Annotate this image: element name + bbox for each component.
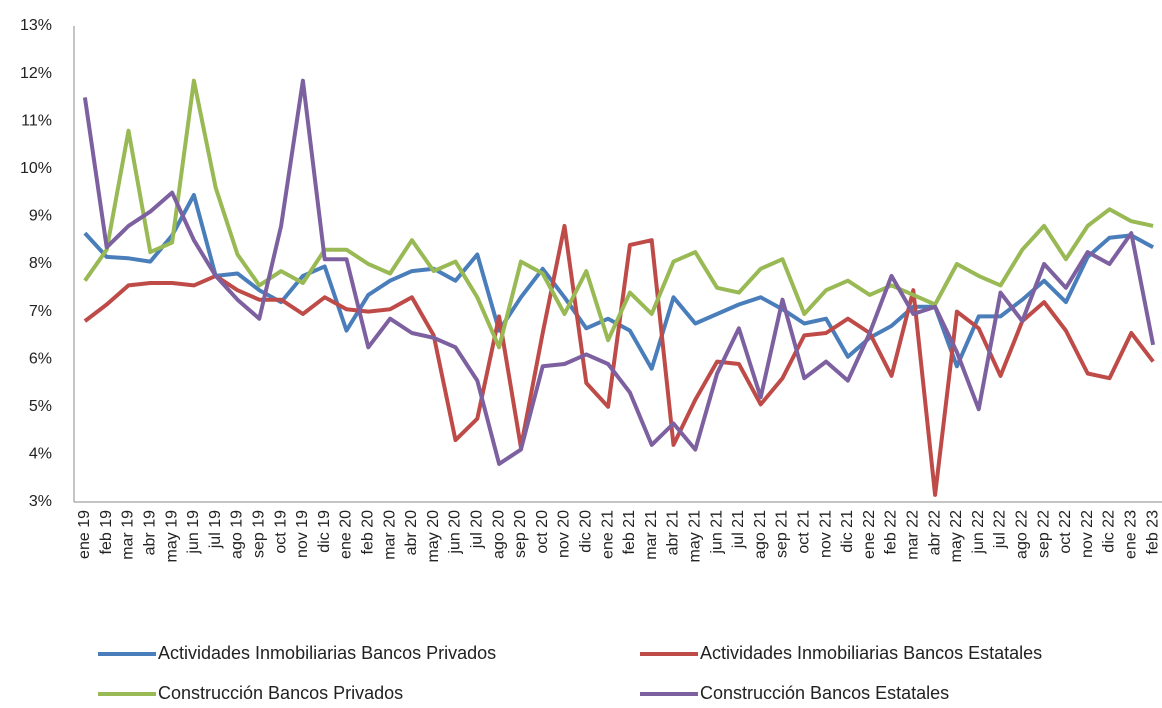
x-tick-label: sep 20 bbox=[512, 510, 529, 558]
x-tick-label: ago 19 bbox=[229, 510, 246, 559]
y-tick-label: 10% bbox=[20, 160, 52, 177]
y-tick-label: 11% bbox=[21, 112, 52, 129]
x-tick-label: mar 19 bbox=[120, 510, 137, 560]
x-tick-label: oct 20 bbox=[534, 510, 551, 554]
x-tick-label: abr 22 bbox=[926, 510, 943, 555]
x-tick-label: ago 20 bbox=[490, 510, 507, 559]
x-tick-label: mar 20 bbox=[381, 510, 398, 560]
x-tick-label: jul 19 bbox=[207, 510, 224, 549]
x-tick-label: ene 23 bbox=[1123, 510, 1140, 559]
x-tick-label: nov 20 bbox=[556, 510, 573, 558]
x-tick-label: mar 21 bbox=[643, 510, 660, 560]
x-tick-label: ene 21 bbox=[599, 510, 616, 559]
legend-label: Construcción Bancos Estatales bbox=[700, 683, 949, 703]
x-tick-label: may 22 bbox=[948, 510, 965, 563]
x-tick-label: feb 23 bbox=[1144, 510, 1161, 555]
series-line bbox=[82, 78, 1156, 466]
legend-label: Construcción Bancos Privados bbox=[158, 683, 403, 703]
x-tick-label: ago 21 bbox=[752, 510, 769, 559]
x-tick-label: sep 22 bbox=[1035, 510, 1052, 558]
y-tick-label: 7% bbox=[29, 303, 52, 320]
x-tick-label: sep 21 bbox=[774, 510, 791, 558]
x-tick-label: mar 22 bbox=[905, 510, 922, 560]
x-tick-label: sep 19 bbox=[251, 510, 268, 558]
x-tick-label: ene 19 bbox=[76, 510, 93, 559]
x-tick-label: nov 22 bbox=[1079, 510, 1096, 558]
x-tick-label: ene 22 bbox=[861, 510, 878, 559]
x-tick-label: may 21 bbox=[687, 510, 704, 563]
legend-label: Actividades Inmobiliarias Bancos Estatal… bbox=[700, 643, 1042, 663]
x-tick-label: jun 20 bbox=[447, 510, 464, 555]
x-tick-label: abr 21 bbox=[665, 510, 682, 555]
y-tick-label: 6% bbox=[29, 350, 52, 367]
x-tick-label: dic 21 bbox=[839, 510, 856, 553]
x-tick-label: nov 19 bbox=[294, 510, 311, 558]
x-tick-label: dic 19 bbox=[316, 510, 333, 553]
y-tick-label: 5% bbox=[29, 398, 52, 415]
legend-label: Actividades Inmobiliarias Bancos Privado… bbox=[158, 643, 496, 663]
y-tick-label: 9% bbox=[29, 208, 52, 225]
x-tick-label: jun 19 bbox=[185, 510, 202, 555]
x-tick-label: dic 22 bbox=[1101, 510, 1118, 553]
x-tick-label: feb 19 bbox=[98, 510, 115, 555]
series-line bbox=[83, 78, 1154, 350]
x-tick-label: may 20 bbox=[425, 510, 442, 563]
x-tick-label: jun 22 bbox=[970, 510, 987, 555]
x-tick-label: feb 21 bbox=[621, 510, 638, 555]
y-tick-label: 8% bbox=[29, 255, 52, 272]
x-tick-label: ene 20 bbox=[338, 510, 355, 559]
y-tick-label: 4% bbox=[29, 446, 52, 463]
x-tick-label: oct 21 bbox=[796, 510, 813, 554]
y-tick-label: 3% bbox=[29, 493, 52, 510]
y-tick-label: 13% bbox=[20, 17, 52, 34]
x-tick-label: jun 21 bbox=[708, 510, 725, 555]
x-tick-label: nov 21 bbox=[817, 510, 834, 558]
x-tick-label: jul 20 bbox=[469, 510, 486, 549]
x-tick-label: jul 22 bbox=[992, 510, 1009, 549]
x-tick-label: oct 19 bbox=[272, 510, 289, 554]
x-tick-label: dic 20 bbox=[578, 510, 595, 553]
x-tick-label: oct 22 bbox=[1057, 510, 1074, 554]
x-tick-label: ago 22 bbox=[1014, 510, 1031, 559]
y-tick-label: 12% bbox=[20, 65, 52, 82]
x-tick-label: jul 21 bbox=[730, 510, 747, 549]
x-tick-label: may 19 bbox=[163, 510, 180, 563]
x-tick-label: feb 20 bbox=[360, 510, 377, 555]
x-tick-label: abr 19 bbox=[142, 510, 159, 555]
x-tick-label: feb 22 bbox=[883, 510, 900, 555]
x-tick-label: abr 20 bbox=[403, 510, 420, 555]
legend: Actividades Inmobiliarias Bancos Privado… bbox=[98, 643, 1042, 703]
